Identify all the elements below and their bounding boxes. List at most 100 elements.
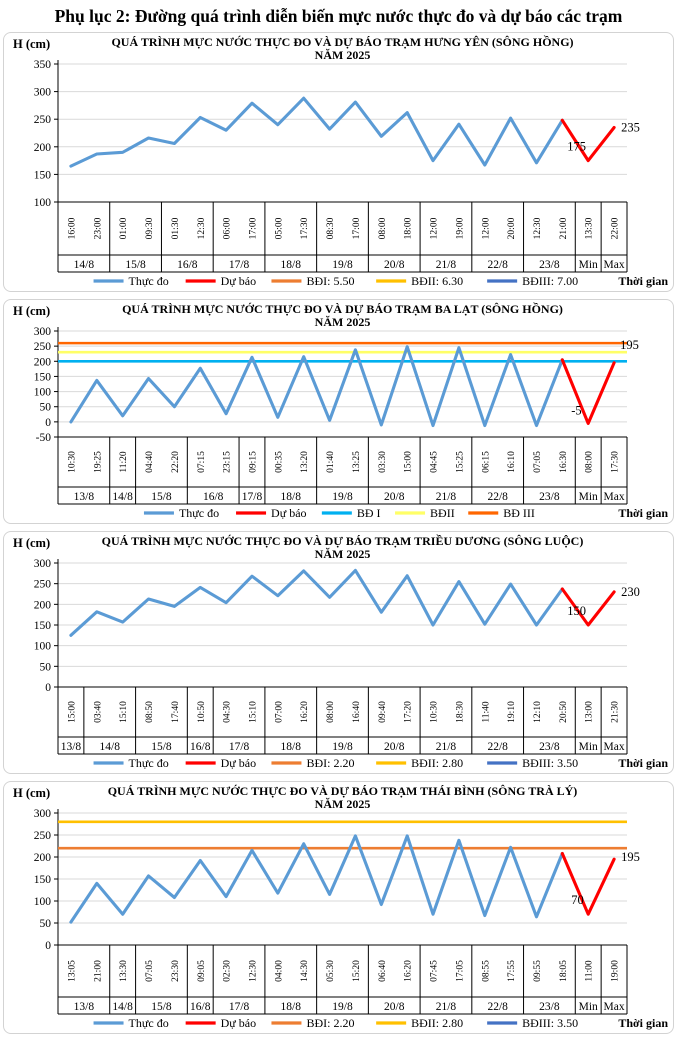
x-time-label: 00:35	[274, 451, 284, 473]
x-date-label: 22/8	[487, 259, 508, 271]
x-time-label: 16:00	[67, 217, 77, 239]
x-date-label: 21/8	[436, 491, 457, 503]
x-date-label: 14/8	[74, 259, 95, 271]
x-time-label: 07:00	[274, 701, 284, 723]
x-time-label: 08:50	[145, 701, 155, 723]
x-time-label: 12:00	[481, 217, 491, 239]
x-date-label: 16/8	[203, 491, 224, 503]
x-date-label: 14/8	[100, 741, 121, 753]
x-time-label: 08:30	[326, 217, 336, 239]
x-date-label: 19/8	[332, 259, 353, 271]
x-time-label: 01:00	[119, 217, 129, 239]
chart-title-line1: QUÁ TRÌNH MỰC NƯỚC THỰC ĐO VÀ DỰ BÁO TRẠ…	[108, 784, 578, 798]
observed-line	[69, 834, 564, 924]
legend-label-4: BĐ III	[503, 506, 535, 520]
x-date-label: 14/8	[112, 491, 133, 503]
y-tick-label: 50	[40, 402, 52, 414]
y-tick-label: 250	[34, 114, 52, 126]
x-time-label: 21:30	[611, 701, 621, 723]
x-date-label: 23/8	[539, 741, 560, 753]
x-date-label: 19/8	[332, 1001, 353, 1013]
x-time-label: 17:00	[248, 217, 258, 239]
y-tick-label: 0	[45, 417, 51, 429]
x-date-label: 14/8	[112, 1001, 133, 1013]
y-tick-label: 250	[34, 579, 52, 591]
x-time-label: 17:30	[300, 217, 310, 239]
x-time-label: 11:20	[119, 451, 129, 473]
x-date-label: 18/8	[281, 1001, 302, 1013]
x-time-label: 05:30	[326, 960, 336, 982]
x-time-label: 02:30	[223, 960, 233, 982]
x-date-label: Min	[579, 741, 598, 753]
x-date-label: 23/8	[539, 491, 560, 503]
x-date-label: 16/8	[190, 741, 211, 753]
x-time-label: 03:40	[93, 701, 103, 723]
chart-title-line2: NĂM 2025	[315, 315, 371, 329]
chart-box-trieu-duong: QUÁ TRÌNH MỰC NƯỚC THỰC ĐO VÀ DỰ BÁO TRẠ…	[3, 531, 674, 774]
x-time-label: 19:25	[93, 451, 103, 473]
page-title: Phụ lục 2: Đường quá trình diễn biến mực…	[54, 6, 623, 26]
x-time-label: 19:00	[455, 217, 465, 239]
x-date-label: 18/8	[281, 259, 302, 271]
x-time-label: 17:20	[404, 701, 414, 723]
x-time-label: 13:20	[300, 451, 310, 473]
x-date-label: Min	[579, 1001, 598, 1013]
x-time-label: 19:00	[611, 960, 621, 982]
y-axis-title: H (cm)	[13, 536, 50, 550]
x-time-label: 23:00	[93, 217, 103, 239]
y-tick-label: 0	[45, 682, 51, 694]
x-time-label: 13:30	[119, 960, 129, 982]
x-time-label: 15:25	[455, 451, 465, 473]
annotation--5: -5	[571, 403, 581, 417]
forecast-line	[560, 851, 616, 916]
x-time-label: 20:00	[507, 217, 517, 239]
x-time-label: 13:30	[585, 217, 595, 239]
y-tick-label: 150	[34, 371, 52, 383]
legend-label-0: Thực đo	[179, 506, 219, 520]
y-axis-title: H (cm)	[13, 37, 50, 51]
x-time-label: 12:00	[430, 217, 440, 239]
legend-label-3: BĐII: 6.30	[411, 274, 463, 288]
x-time-label: 23:15	[223, 451, 233, 473]
chart-canvas-ba-lat: QUÁ TRÌNH MỰC NƯỚC THỰC ĐO VÀ DỰ BÁO TRẠ…	[13, 301, 668, 520]
x-date-label: Max	[604, 259, 625, 271]
y-tick-label: 300	[34, 87, 52, 99]
x-time-label: 01:30	[171, 217, 181, 239]
legend-label-2: BĐI: 2.20	[306, 1016, 354, 1030]
chart-title-line1: QUÁ TRÌNH MỰC NƯỚC THỰC ĐO VÀ DỰ BÁO TRẠ…	[102, 533, 584, 548]
x-time-label: 11:00	[585, 960, 595, 982]
x-time-label: 08:00	[378, 217, 388, 239]
y-tick-label: 350	[34, 59, 52, 71]
legend-label-2: BĐ I	[357, 506, 381, 520]
x-time-label: 17:55	[507, 960, 517, 982]
chart-box-hung-yen: QUÁ TRÌNH MỰC NƯỚC THỰC ĐO VÀ DỰ BÁO TRẠ…	[3, 32, 674, 292]
x-time-label: 18:05	[559, 960, 569, 982]
annotation-150: 150	[567, 604, 586, 618]
y-tick-label: 150	[34, 874, 52, 886]
x-time-label: 15:20	[352, 960, 362, 982]
y-tick-label: 200	[34, 142, 52, 154]
x-time-label: 04:00	[274, 960, 284, 982]
y-axis-title: H (cm)	[13, 304, 50, 318]
legend-label-0: Thực đo	[129, 274, 169, 288]
x-time-label: 03:30	[378, 451, 388, 473]
legend-label-3: BĐII: 2.80	[411, 756, 463, 770]
chart-box-thai-binh: QUÁ TRÌNH MỰC NƯỚC THỰC ĐO VÀ DỰ BÁO TRẠ…	[3, 781, 674, 1034]
x-date-label: 13/8	[74, 491, 95, 503]
x-date-label: Min	[579, 491, 598, 503]
legend-label-1: Dự báo	[221, 274, 257, 288]
annotation-235: 235	[621, 120, 640, 134]
x-time-label: 17:00	[352, 217, 362, 239]
x-date-label: 16/8	[177, 259, 198, 271]
x-date-label: 16/8	[190, 1001, 211, 1013]
x-time-label: 08:00	[585, 451, 595, 473]
legend-label-3: BĐII	[430, 506, 455, 520]
y-tick-label: 50	[40, 661, 52, 673]
chart-title-line1: QUÁ TRÌNH MỰC NƯỚC THỰC ĐO VÀ DỰ BÁO TRẠ…	[122, 301, 563, 316]
annotation-195: 195	[621, 850, 640, 864]
forecast-line	[560, 358, 616, 425]
y-tick-label: 150	[34, 620, 52, 632]
x-time-label: 07:15	[197, 451, 207, 473]
x-date-label: 22/8	[487, 1001, 508, 1013]
annotation-230: 230	[621, 585, 640, 599]
